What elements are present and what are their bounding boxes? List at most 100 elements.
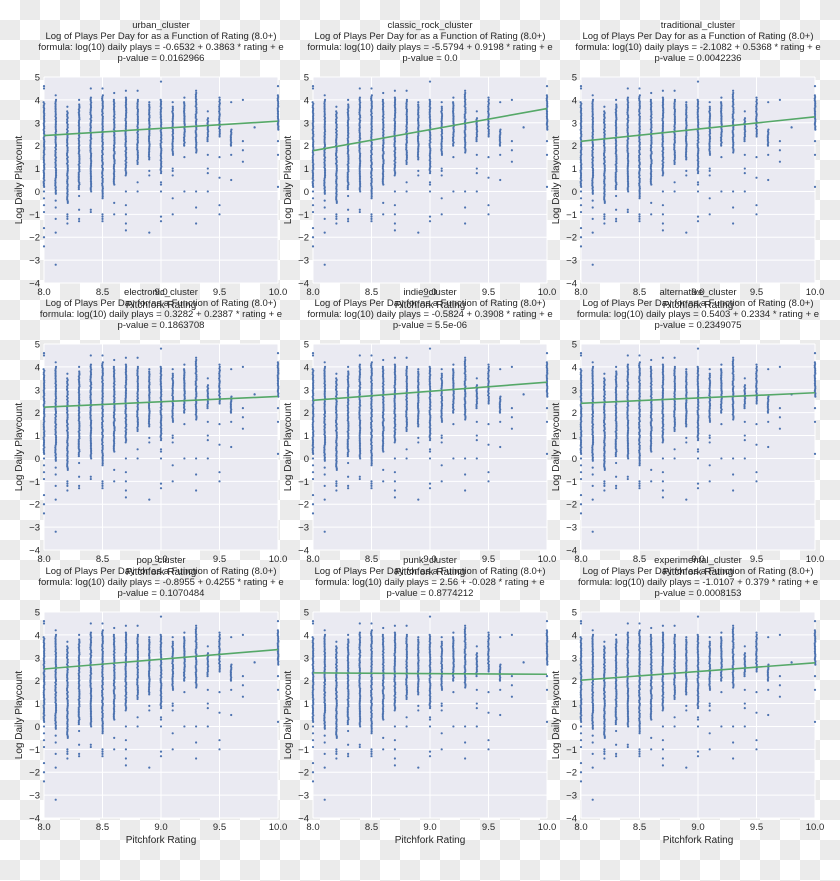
regression-line [312,381,548,402]
y-tick-label: 3 [304,385,309,396]
x-axis-label: Pitchfork Rating [395,300,466,311]
p-value-label: p-value = 5.5e-06 [393,320,467,331]
p-value-label: p-value = 0.0 [402,53,457,64]
regression-formula: formula: log(10) daily plays = -1.0107 +… [578,577,818,588]
y-tick-label: 5 [304,340,309,351]
x-tick-label: 8.0 [574,822,587,833]
x-tick-label: 9.5 [482,822,495,833]
y-tick-label: −1 [566,210,577,221]
x-tick-label: 8.5 [96,287,109,298]
y-tick-label: −2 [29,768,40,779]
panel-subtitle: Log of Plays Per Day for as a Function o… [45,298,276,309]
x-axis-label: Pitchfork Rating [663,300,734,311]
x-tick-label: 8.5 [365,554,378,565]
y-tick-label: 2 [35,676,40,687]
x-axis-label: Pitchfork Rating [395,835,466,846]
y-tick-label: 1 [35,164,40,175]
x-tick-label: 9.0 [691,554,704,565]
x-tick-label: 9.0 [154,822,167,833]
regression-formula: formula: log(10) daily plays = 0.3282 + … [40,309,282,320]
y-tick-label: 1 [35,431,40,442]
y-tick-label: 1 [304,164,309,175]
y-tick-label: −3 [29,256,40,267]
x-tick-label: 10.0 [269,822,288,833]
x-tick-label: 8.0 [37,554,50,565]
y-tick-label: 4 [572,362,577,373]
x-tick-label: 8.0 [37,287,50,298]
y-tick-label: −2 [298,768,309,779]
x-tick-label: 9.5 [750,822,763,833]
regression-line [312,107,548,152]
p-value-label: p-value = 0.2349075 [655,320,742,331]
y-tick-label: 2 [572,141,577,152]
scatter-points [579,80,817,266]
y-tick-label: −2 [566,500,577,511]
y-axis-label: Log Daily Playcount [14,403,25,492]
scatter-points [579,347,817,533]
panel-title: electronic_cluster [124,287,198,298]
regression-line [580,391,816,405]
x-tick-label: 8.0 [306,287,319,298]
y-tick-label: 3 [304,118,309,129]
panel-subtitle: Log of Plays Per Day for as a Function o… [314,566,545,577]
y-tick-label: −4 [298,814,309,825]
x-tick-label: 9.5 [213,822,226,833]
x-tick-label: 8.5 [633,287,646,298]
regression-formula: formula: log(10) daily plays = -2.1082 +… [575,42,820,53]
panel-title: punk_cluster [403,555,457,566]
y-tick-label: −2 [29,233,40,244]
x-tick-label: 8.5 [365,822,378,833]
x-tick-label: 9.0 [423,554,436,565]
y-tick-label: −4 [566,279,577,290]
x-axis-label: Pitchfork Rating [395,567,466,578]
regression-formula: formula: log(10) daily plays = -0.8955 +… [38,577,283,588]
x-tick-label: 8.5 [96,822,109,833]
y-tick-label: 5 [35,340,40,351]
y-tick-label: 1 [304,699,309,710]
y-axis-label: Log Daily Playcount [551,136,562,225]
y-axis-label: Log Daily Playcount [283,671,294,760]
y-tick-label: 0 [304,187,309,198]
panel-title: classic_rock_cluster [388,20,473,31]
y-tick-label: 4 [35,95,40,106]
panel-title: indie_cluster [403,287,456,298]
x-axis-label: Pitchfork Rating [126,300,197,311]
y-axis-label: Log Daily Playcount [283,136,294,225]
p-value-label: p-value = 0.1863708 [118,320,205,331]
y-axis-label: Log Daily Playcount [551,671,562,760]
x-tick-label: 10.0 [806,554,825,565]
y-tick-label: 3 [35,385,40,396]
p-value-label: p-value = 0.1070484 [118,588,205,599]
y-tick-label: −1 [566,745,577,756]
y-tick-label: 1 [572,699,577,710]
panel-subtitle: Log of Plays Per Day for as a Function o… [582,298,813,309]
y-tick-label: −3 [566,523,577,534]
y-axis-label: Log Daily Playcount [14,136,25,225]
x-tick-label: 9.0 [423,822,436,833]
regression-line [43,120,279,137]
scatter-points [311,80,549,266]
y-tick-label: 0 [35,187,40,198]
regression-line [312,672,548,676]
y-tick-label: 5 [572,608,577,619]
x-tick-label: 9.5 [213,554,226,565]
scatter-points [311,347,549,533]
y-tick-label: 0 [572,722,577,733]
regression-formula: formula: log(10) daily plays = -0.5824 +… [307,309,552,320]
panel-subtitle: Log of Plays Per Day for as a Function o… [45,31,276,42]
x-tick-label: 10.0 [806,287,825,298]
y-tick-label: 3 [35,653,40,664]
x-tick-label: 8.0 [574,287,587,298]
scatter-panel-indie-cluster: indie_cluster Log of Plays Per Day for as… [283,287,556,578]
y-tick-label: −4 [298,279,309,290]
y-tick-label: 2 [35,141,40,152]
y-tick-label: −1 [298,745,309,756]
panel-title: experimental_cluster [654,555,742,566]
regression-line [580,116,816,143]
y-tick-label: 1 [572,164,577,175]
x-tick-label: 8.0 [37,822,50,833]
y-tick-label: 5 [35,608,40,619]
x-tick-label: 9.5 [482,554,495,565]
